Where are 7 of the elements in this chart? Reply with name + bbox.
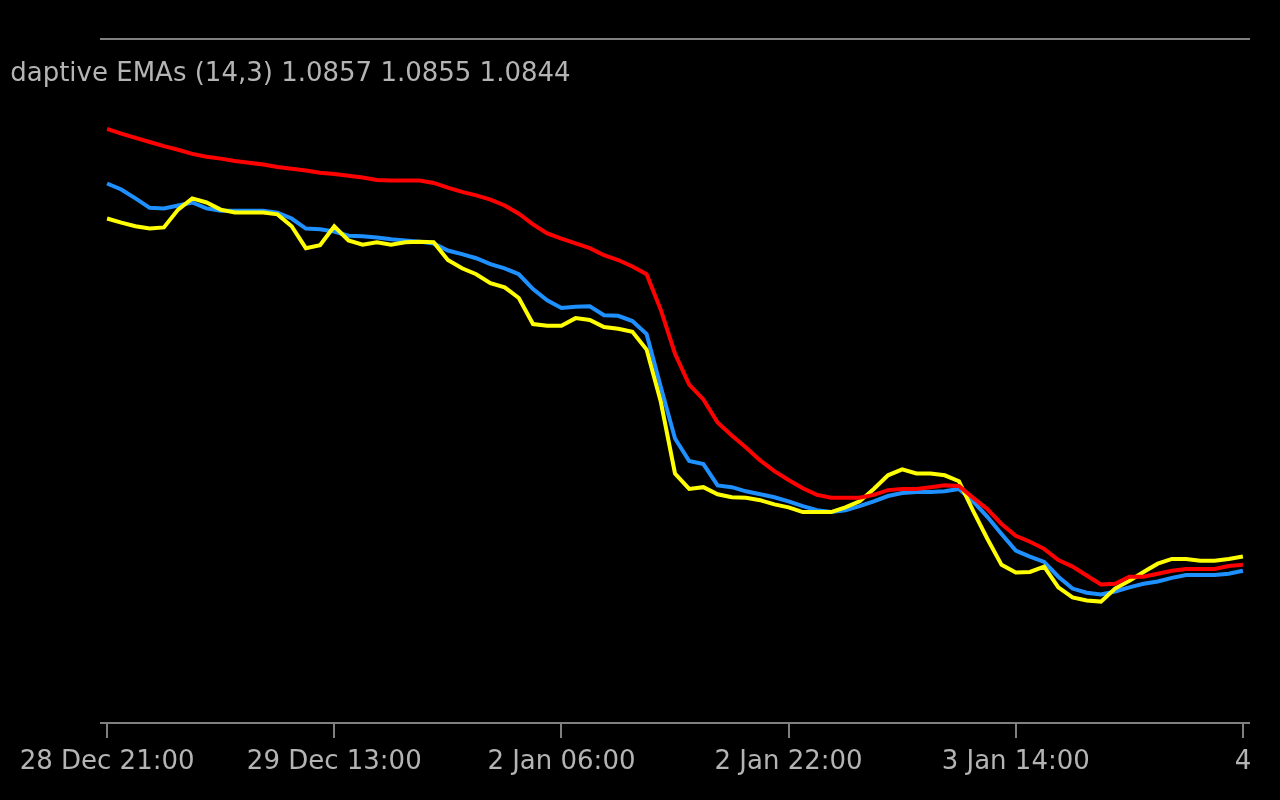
x-tick-label: 29 Dec 13:00: [246, 745, 422, 776]
x-tick-label: 2 Jan 22:00: [714, 745, 863, 776]
chart-title: daptive EMAs (14,3) 1.0857 1.0855 1.0844: [10, 57, 571, 88]
x-tick-label: 2 Jan 06:00: [487, 745, 636, 776]
x-tick-label: 3 Jan 14:00: [941, 745, 1090, 776]
x-tick-label: 4: [1234, 745, 1252, 776]
x-tick-label: 28 Dec 21:00: [19, 745, 195, 776]
